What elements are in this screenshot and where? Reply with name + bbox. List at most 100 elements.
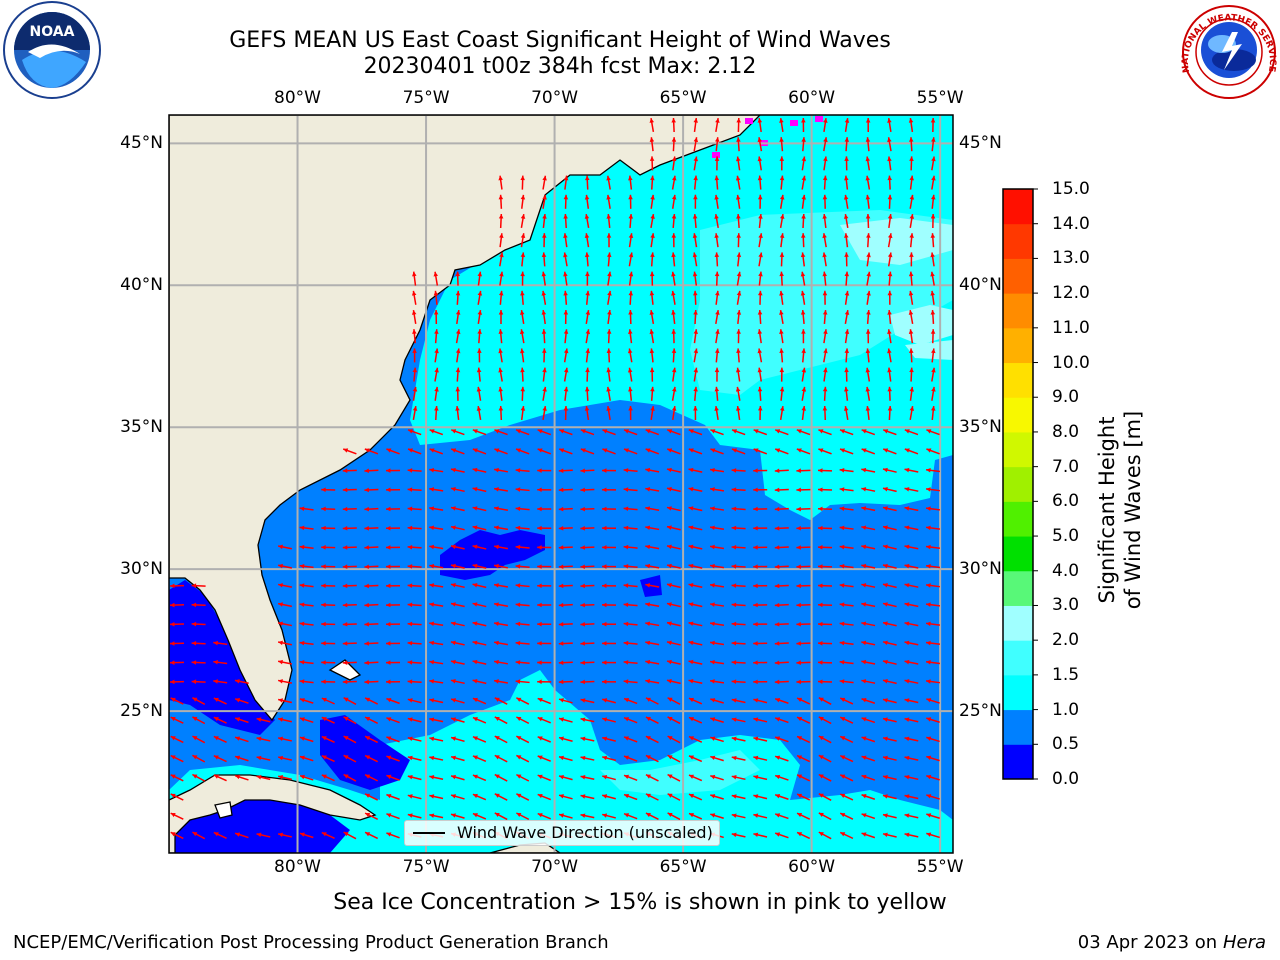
wave-direction-arrow	[299, 602, 314, 607]
wave-direction-arrow	[925, 487, 941, 492]
wave-direction-arrow	[558, 583, 573, 589]
wave-direction-arrow	[585, 329, 591, 344]
wave-direction-arrow	[385, 506, 401, 512]
wave-direction-arrow	[170, 716, 184, 724]
wave-direction-arrow	[234, 736, 249, 743]
wave-direction-arrow	[757, 329, 763, 344]
colorbar-segment	[1003, 640, 1033, 676]
wave-direction-arrow	[796, 660, 811, 665]
wave-direction-arrow	[515, 487, 530, 492]
wave-direction-arrow	[411, 290, 417, 305]
wave-direction-arrow	[882, 832, 897, 838]
wave-direction-arrow	[256, 717, 271, 723]
wave-direction-arrow	[882, 736, 897, 742]
wave-direction-arrow	[602, 755, 616, 762]
wave-direction-arrow	[192, 831, 206, 840]
wave-direction-arrow	[839, 564, 854, 569]
wave-direction-arrow	[731, 506, 746, 512]
wave-direction-arrow	[649, 290, 655, 305]
wave-direction-arrow	[753, 641, 768, 646]
wave-direction-arrow	[386, 832, 400, 839]
wave-direction-arrow	[688, 640, 703, 646]
wave-direction-arrow	[908, 348, 914, 363]
wave-direction-arrow	[930, 271, 935, 286]
wave-direction-arrow	[278, 775, 292, 781]
wave-direction-arrow	[839, 793, 854, 801]
wave-direction-arrow	[580, 429, 595, 436]
wave-direction-arrow	[558, 429, 573, 436]
wave-direction-arrow	[693, 156, 699, 171]
wave-direction-arrow	[321, 525, 336, 531]
wave-direction-arrow	[931, 175, 936, 190]
wave-direction-arrow	[580, 602, 595, 608]
wave-direction-arrow	[407, 544, 422, 550]
wave-direction-arrow	[731, 775, 746, 781]
lat-tick-right: 35°N	[959, 417, 1002, 438]
wave-direction-arrow	[623, 793, 638, 801]
wave-direction-arrow	[909, 367, 914, 382]
wave-direction-arrow	[650, 252, 655, 267]
wave-direction-arrow	[472, 448, 487, 455]
wave-direction-arrow	[584, 405, 590, 421]
wave-direction-arrow	[688, 679, 703, 685]
wave-direction-arrow	[407, 583, 422, 588]
wave-direction-arrow	[671, 405, 677, 421]
wave-direction-arrow	[606, 329, 612, 344]
wave-direction-arrow	[498, 290, 504, 305]
wave-direction-arrow	[693, 329, 698, 344]
wave-direction-arrow	[520, 252, 526, 267]
wave-direction-arrow	[887, 233, 893, 248]
wave-direction-arrow	[580, 775, 595, 780]
wave-direction-arrow	[364, 583, 379, 589]
wave-direction-arrow	[666, 506, 681, 512]
wave-direction-arrow	[364, 602, 379, 608]
wave-direction-arrow	[818, 831, 832, 840]
wave-direction-arrow	[342, 564, 357, 569]
wave-direction-arrow	[411, 309, 417, 325]
wave-direction-arrow	[515, 525, 530, 531]
wave-direction-arrow	[429, 679, 444, 684]
wave-direction-arrow	[736, 117, 741, 133]
wave-direction-arrow	[926, 794, 940, 800]
wave-direction-arrow	[627, 348, 633, 363]
wave-direction-arrow	[861, 429, 876, 436]
wave-direction-arrow	[714, 213, 719, 229]
wave-direction-arrow	[822, 405, 828, 421]
wave-direction-arrow	[213, 774, 227, 782]
wave-direction-arrow	[516, 697, 530, 705]
wave-direction-arrow	[606, 405, 611, 421]
wave-direction-arrow	[822, 386, 828, 401]
wave-direction-arrow	[839, 679, 854, 684]
wave-direction-arrow	[537, 602, 552, 608]
wave-direction-arrow	[715, 117, 720, 133]
wave-direction-arrow	[844, 233, 849, 248]
colorbar-segment	[1003, 674, 1033, 711]
wave-direction-arrow	[671, 329, 676, 344]
wave-direction-arrow	[515, 544, 530, 550]
wave-direction-arrow	[671, 137, 677, 152]
wave-direction-arrow	[602, 774, 616, 781]
wave-direction-arrow	[666, 525, 681, 531]
wave-direction-arrow	[774, 717, 789, 724]
wave-direction-arrow	[234, 698, 249, 704]
wave-direction-arrow	[515, 602, 530, 608]
wave-direction-arrow	[757, 367, 763, 382]
wave-direction-arrow	[774, 660, 789, 665]
wave-direction-arrow	[623, 621, 638, 627]
wave-direction-arrow	[667, 793, 681, 801]
wave-direction-arrow	[191, 660, 206, 665]
wave-direction-arrow	[645, 679, 660, 684]
wave-direction-arrow	[494, 429, 508, 436]
wave-direction-arrow	[434, 329, 439, 344]
wave-direction-arrow	[688, 583, 703, 589]
wave-direction-arrow	[666, 544, 681, 550]
wave-direction-arrow	[623, 640, 638, 646]
wave-direction-arrow	[299, 774, 314, 781]
wave-direction-arrow	[450, 698, 465, 704]
wave-direction-arrow	[191, 602, 206, 608]
wave-direction-arrow	[774, 774, 789, 781]
wave-direction-arrow	[774, 641, 789, 646]
wave-direction-arrow	[628, 290, 634, 305]
wave-direction-arrow	[498, 386, 503, 401]
wave-direction-arrow	[758, 290, 763, 305]
